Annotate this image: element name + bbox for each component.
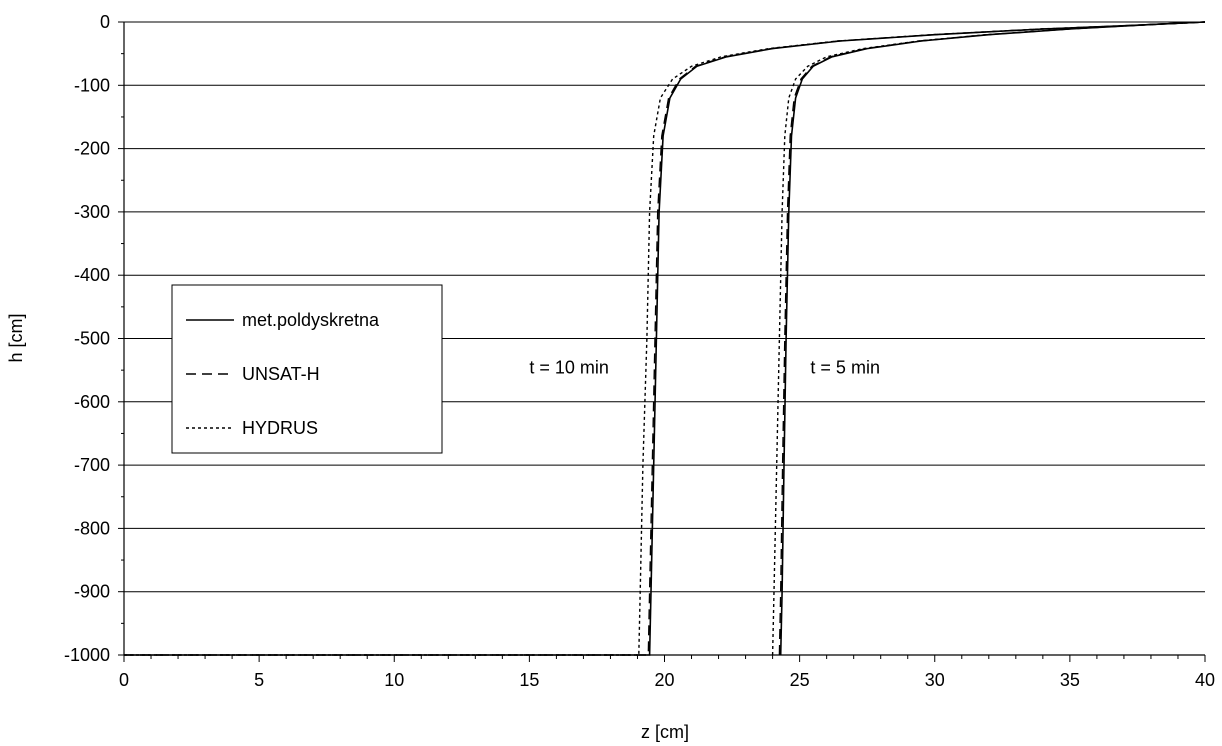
y-tick-label: -300: [74, 202, 110, 222]
x-tick-label: 20: [654, 670, 674, 690]
x-tick-label: 25: [790, 670, 810, 690]
x-axis-title: z [cm]: [641, 722, 689, 742]
y-tick-label: -500: [74, 329, 110, 349]
y-tick-label: 0: [100, 12, 110, 32]
series-line-hydrus: [124, 21, 1206, 656]
y-tick-label: -400: [74, 265, 110, 285]
x-tick-label: 30: [925, 670, 945, 690]
x-tick-label: 0: [119, 670, 129, 690]
y-tick-label: -900: [74, 582, 110, 602]
legend-label: UNSAT-H: [242, 364, 320, 384]
y-tick-label: -200: [74, 139, 110, 159]
axes: 0 -100 -200 -300 -400 -500 -600 -700 -800 -900 -10…: [64, 12, 1215, 690]
legend-label: met.poldyskretna: [242, 310, 380, 330]
x-tick-label: 35: [1060, 670, 1080, 690]
legend-label: HYDRUS: [242, 418, 318, 438]
annotations: t = 10 min t = 5 min: [529, 357, 880, 377]
series-line-hydrus: [771, 21, 1206, 656]
legend-box: [171, 284, 443, 454]
chart-annotation: t = 5 min: [810, 357, 880, 377]
series-line-met-poldyskretna: [779, 21, 1206, 656]
y-tick-label: -800: [74, 518, 110, 538]
x-tick-label: 15: [519, 670, 539, 690]
x-tick-label: 40: [1195, 670, 1215, 690]
x-tick-label: 5: [254, 670, 264, 690]
y-tick-label: -100: [74, 75, 110, 95]
y-tick-label: -600: [74, 392, 110, 412]
y-tick-label: -1000: [64, 645, 110, 665]
x-tick-label: 10: [384, 670, 404, 690]
legend: met.poldyskretna UNSAT-H HYDRUS: [171, 284, 443, 454]
series-line-unsat-h: [778, 21, 1206, 656]
data-series: [124, 21, 1206, 656]
chart-annotation: t = 10 min: [529, 357, 609, 377]
y-tick-label: -700: [74, 455, 110, 475]
y-axis-title: h [cm]: [6, 313, 26, 362]
